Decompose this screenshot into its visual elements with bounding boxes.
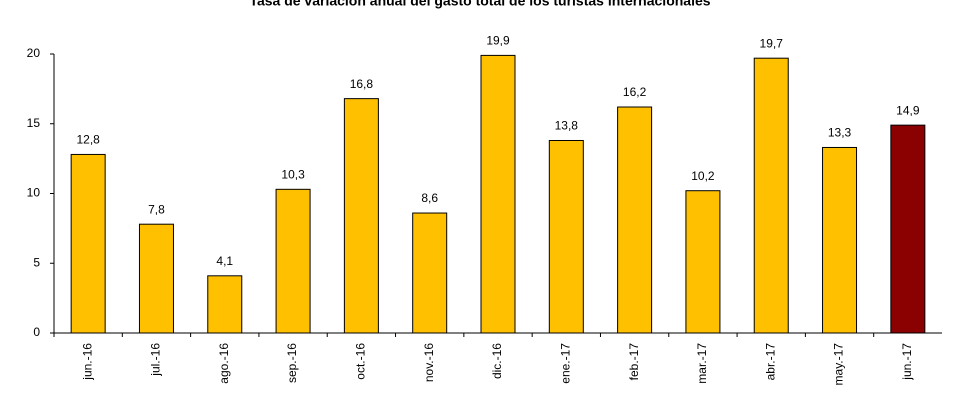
bar (480, 54, 516, 334)
x-tick-label: ago.-16 (217, 343, 231, 384)
bar (890, 124, 926, 334)
bar (138, 223, 174, 334)
y-tick-label: 0 (33, 325, 40, 339)
value-label: 8,6 (421, 191, 438, 205)
x-tick-label: jun.-17 (900, 343, 914, 381)
value-label: 16,8 (350, 77, 374, 91)
bar (343, 98, 379, 334)
value-label: 19,9 (486, 34, 510, 48)
y-tick-label: 15 (27, 116, 41, 130)
bar (685, 190, 721, 334)
y-tick-label: 20 (27, 46, 41, 60)
bar (412, 212, 448, 334)
bar (207, 275, 243, 334)
bar (617, 106, 653, 334)
bar (275, 188, 311, 334)
value-label: 14,9 (896, 103, 920, 117)
value-label: 13,3 (828, 126, 852, 140)
bar (753, 57, 789, 334)
x-tick-label: jun.-16 (80, 343, 94, 381)
x-tick-label: sep.-16 (285, 343, 299, 383)
value-label: 13,8 (555, 119, 579, 133)
value-label: 12,8 (76, 133, 100, 147)
x-tick-label: abr.-17 (763, 343, 777, 381)
value-label: 19,7 (760, 36, 784, 50)
x-tick-label: mar.-17 (695, 343, 709, 384)
x-tick-label: may.-17 (832, 343, 846, 386)
value-label: 4,1 (216, 254, 233, 268)
value-label: 10,3 (281, 167, 305, 181)
x-tick-label: jul.-16 (149, 343, 163, 377)
value-label: 7,8 (148, 202, 165, 216)
value-label: 16,2 (623, 85, 647, 99)
bar (548, 139, 584, 334)
chart-title: Tasa de variación anual del gasto total … (249, 0, 710, 9)
bar (70, 153, 106, 334)
x-tick-label: nov.-16 (422, 343, 436, 382)
y-tick-label: 5 (33, 255, 40, 269)
x-tick-label: feb.-17 (627, 343, 641, 381)
y-tick-label: 10 (27, 186, 41, 200)
x-tick-label: oct.-16 (354, 343, 368, 380)
x-tick-label: ene.-17 (558, 343, 572, 384)
bar (822, 146, 858, 334)
value-label: 10,2 (691, 169, 715, 183)
x-tick-label: dic.-16 (490, 343, 504, 379)
